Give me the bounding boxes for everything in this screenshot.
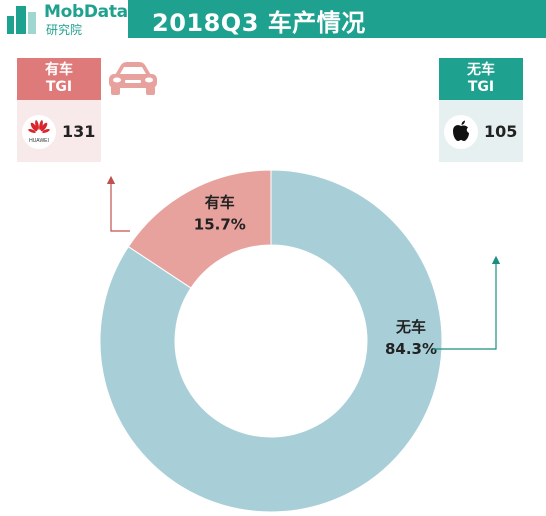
header-bar: MobData 研究院 2018Q3 车产情况 <box>0 0 546 38</box>
donut-slices <box>99 169 443 513</box>
logo-sub-text: 研究院 <box>46 23 83 37</box>
has-car-tag-tgi: TGI <box>45 79 73 95</box>
donut-label-name-has-car: 有车 <box>205 193 235 211</box>
apple-icon <box>453 120 469 141</box>
huawei-logo-badge: HUAWEI <box>22 115 56 149</box>
has-car-tgi-tag: 有车 TGI <box>17 58 101 100</box>
page-title: 2018Q3 车产情况 <box>152 9 366 37</box>
donut-label-value-no-car: 84.3% <box>385 340 437 358</box>
building-icon <box>7 6 36 34</box>
no-car-tag-tgi: TGI <box>467 79 495 95</box>
has-car-tag-label: 有车 <box>45 62 73 78</box>
logo: MobData 研究院 <box>0 0 128 38</box>
apple-logo-badge <box>444 115 478 149</box>
donut-labels: 有车 15.7% 无车 84.3% <box>194 193 437 358</box>
no-car-tgi-panel: 105 <box>439 100 523 162</box>
donut-label-name-no-car: 无车 <box>395 318 426 336</box>
has-car-callout-arrow <box>106 175 130 232</box>
huawei-logo-text: HUAWEI <box>29 138 49 144</box>
no-car-tag-label: 无车 <box>467 62 495 78</box>
has-car-tgi-value: 131 <box>62 122 96 141</box>
donut-label-value-has-car: 15.7% <box>194 215 246 233</box>
donut-slice-no-car <box>99 169 443 513</box>
car-icon <box>109 62 157 95</box>
no-car-callout-arrow <box>433 255 501 350</box>
logo-brand-text: MobData <box>44 2 128 22</box>
has-car-tgi-panel: HUAWEI 131 <box>17 100 101 162</box>
no-car-tgi-value: 105 <box>484 122 518 141</box>
huawei-icon: HUAWEI <box>28 120 50 144</box>
no-car-tgi-tag: 无车 TGI <box>439 58 523 100</box>
